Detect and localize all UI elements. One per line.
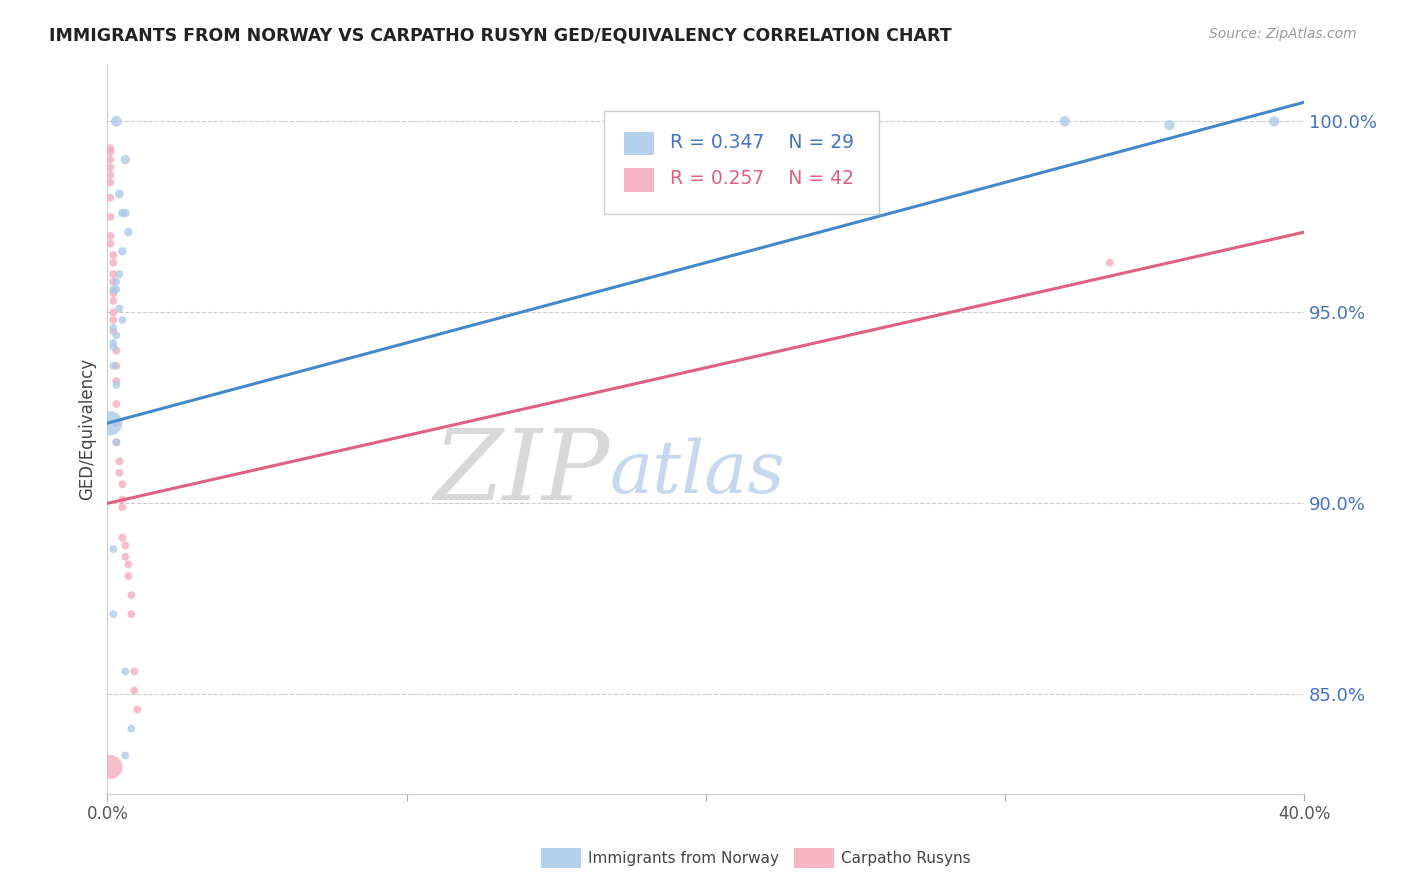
Point bbox=[108, 454, 131, 468]
Point bbox=[100, 210, 122, 224]
Point bbox=[103, 275, 125, 289]
Point bbox=[108, 267, 131, 281]
Point bbox=[103, 282, 125, 296]
Point bbox=[1159, 118, 1181, 132]
Point bbox=[105, 275, 128, 289]
Point bbox=[103, 359, 125, 373]
Point bbox=[103, 607, 125, 621]
Point bbox=[120, 722, 142, 736]
Point bbox=[100, 160, 122, 174]
Point bbox=[103, 340, 125, 354]
Point bbox=[105, 435, 128, 450]
Point bbox=[100, 168, 122, 182]
Point bbox=[114, 538, 136, 552]
Text: Carpatho Rusyns: Carpatho Rusyns bbox=[841, 852, 970, 866]
Point bbox=[108, 466, 131, 480]
Point bbox=[120, 588, 142, 602]
Point bbox=[103, 267, 125, 281]
Point bbox=[111, 531, 134, 545]
Point bbox=[111, 492, 134, 507]
FancyBboxPatch shape bbox=[624, 131, 654, 155]
Point bbox=[114, 206, 136, 220]
Point bbox=[1053, 114, 1076, 128]
Point bbox=[103, 293, 125, 308]
Point bbox=[117, 558, 139, 572]
Point bbox=[100, 236, 122, 251]
Point bbox=[103, 305, 125, 319]
Point bbox=[124, 665, 146, 679]
Point bbox=[100, 145, 122, 159]
Point bbox=[114, 153, 136, 167]
Point bbox=[108, 186, 131, 201]
Point bbox=[105, 378, 128, 392]
Point bbox=[114, 549, 136, 564]
Point bbox=[100, 416, 122, 430]
Point bbox=[105, 343, 128, 358]
Point bbox=[117, 569, 139, 583]
Point bbox=[103, 248, 125, 262]
Point bbox=[103, 320, 125, 334]
Point bbox=[111, 244, 134, 259]
Point bbox=[1098, 256, 1121, 270]
Text: Immigrants from Norway: Immigrants from Norway bbox=[588, 852, 779, 866]
Text: R = 0.257    N = 42: R = 0.257 N = 42 bbox=[669, 169, 853, 188]
Point bbox=[105, 435, 128, 450]
Point bbox=[105, 397, 128, 411]
Point bbox=[100, 153, 122, 167]
Point bbox=[103, 542, 125, 557]
Text: atlas: atlas bbox=[610, 437, 786, 508]
Point bbox=[103, 325, 125, 339]
Point bbox=[100, 141, 122, 155]
Point bbox=[103, 335, 125, 350]
Point bbox=[114, 665, 136, 679]
Point bbox=[105, 282, 128, 296]
Point bbox=[100, 760, 122, 774]
Y-axis label: GED/Equivalency: GED/Equivalency bbox=[79, 358, 96, 500]
Point bbox=[127, 703, 149, 717]
Point bbox=[103, 256, 125, 270]
Point bbox=[105, 114, 128, 128]
Text: Source: ZipAtlas.com: Source: ZipAtlas.com bbox=[1209, 27, 1357, 41]
Point bbox=[124, 683, 146, 698]
Point bbox=[1263, 114, 1285, 128]
Point bbox=[114, 748, 136, 763]
Point bbox=[108, 301, 131, 316]
Text: R = 0.347    N = 29: R = 0.347 N = 29 bbox=[669, 133, 853, 152]
Point bbox=[111, 477, 134, 491]
Point bbox=[100, 176, 122, 190]
Point bbox=[100, 229, 122, 244]
Point bbox=[103, 313, 125, 327]
Point bbox=[105, 328, 128, 343]
Point bbox=[120, 607, 142, 621]
Point bbox=[111, 206, 134, 220]
Text: ZIP: ZIP bbox=[433, 425, 610, 520]
FancyBboxPatch shape bbox=[605, 112, 879, 213]
FancyBboxPatch shape bbox=[624, 168, 654, 192]
Point bbox=[100, 191, 122, 205]
Point bbox=[117, 225, 139, 239]
Point bbox=[105, 359, 128, 373]
Point bbox=[105, 416, 128, 430]
Point bbox=[103, 286, 125, 301]
Point bbox=[111, 313, 134, 327]
Point bbox=[111, 500, 134, 515]
Text: IMMIGRANTS FROM NORWAY VS CARPATHO RUSYN GED/EQUIVALENCY CORRELATION CHART: IMMIGRANTS FROM NORWAY VS CARPATHO RUSYN… bbox=[49, 27, 952, 45]
Point bbox=[105, 374, 128, 388]
